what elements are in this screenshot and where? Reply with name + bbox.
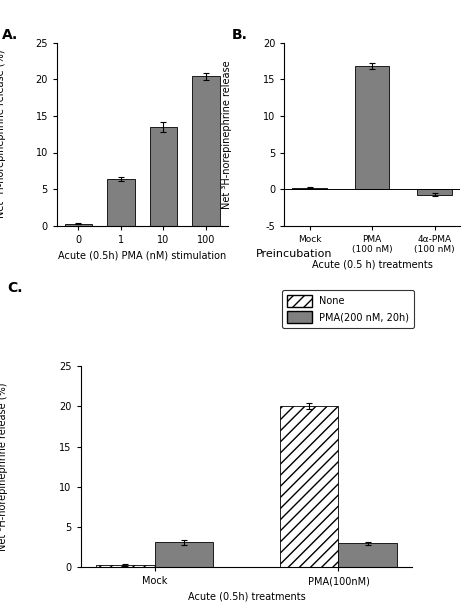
Bar — [155, 542, 213, 567]
Text: A.: A. — [2, 28, 18, 42]
Bar — [338, 543, 397, 567]
Bar — [418, 189, 452, 195]
Bar — [192, 76, 220, 226]
Text: Preincubation: Preincubation — [255, 249, 332, 259]
Bar — [292, 188, 327, 189]
Legend: None, PMA(200 nM, 20h): None, PMA(200 nM, 20h) — [283, 290, 414, 328]
Text: C.: C. — [8, 281, 23, 295]
Y-axis label: Net ³H-norepinephrine release (%): Net ³H-norepinephrine release (%) — [0, 50, 6, 218]
Bar — [107, 179, 135, 226]
Bar — [280, 406, 338, 567]
Text: B.: B. — [232, 28, 247, 42]
X-axis label: Acute (0.5h) treatments: Acute (0.5h) treatments — [188, 592, 305, 602]
Y-axis label: Net ³H-norepinephrine release: Net ³H-norepinephrine release — [222, 60, 232, 209]
X-axis label: Acute (0.5h) PMA (nM) stimulation: Acute (0.5h) PMA (nM) stimulation — [58, 250, 226, 260]
Bar — [96, 565, 155, 567]
Bar — [64, 223, 92, 226]
Bar — [150, 127, 177, 226]
X-axis label: Acute (0.5 h) treatments: Acute (0.5 h) treatments — [311, 260, 433, 270]
Y-axis label: Net ³H-norepinephrine release (%): Net ³H-norepinephrine release (%) — [0, 382, 8, 551]
Bar — [355, 66, 389, 189]
